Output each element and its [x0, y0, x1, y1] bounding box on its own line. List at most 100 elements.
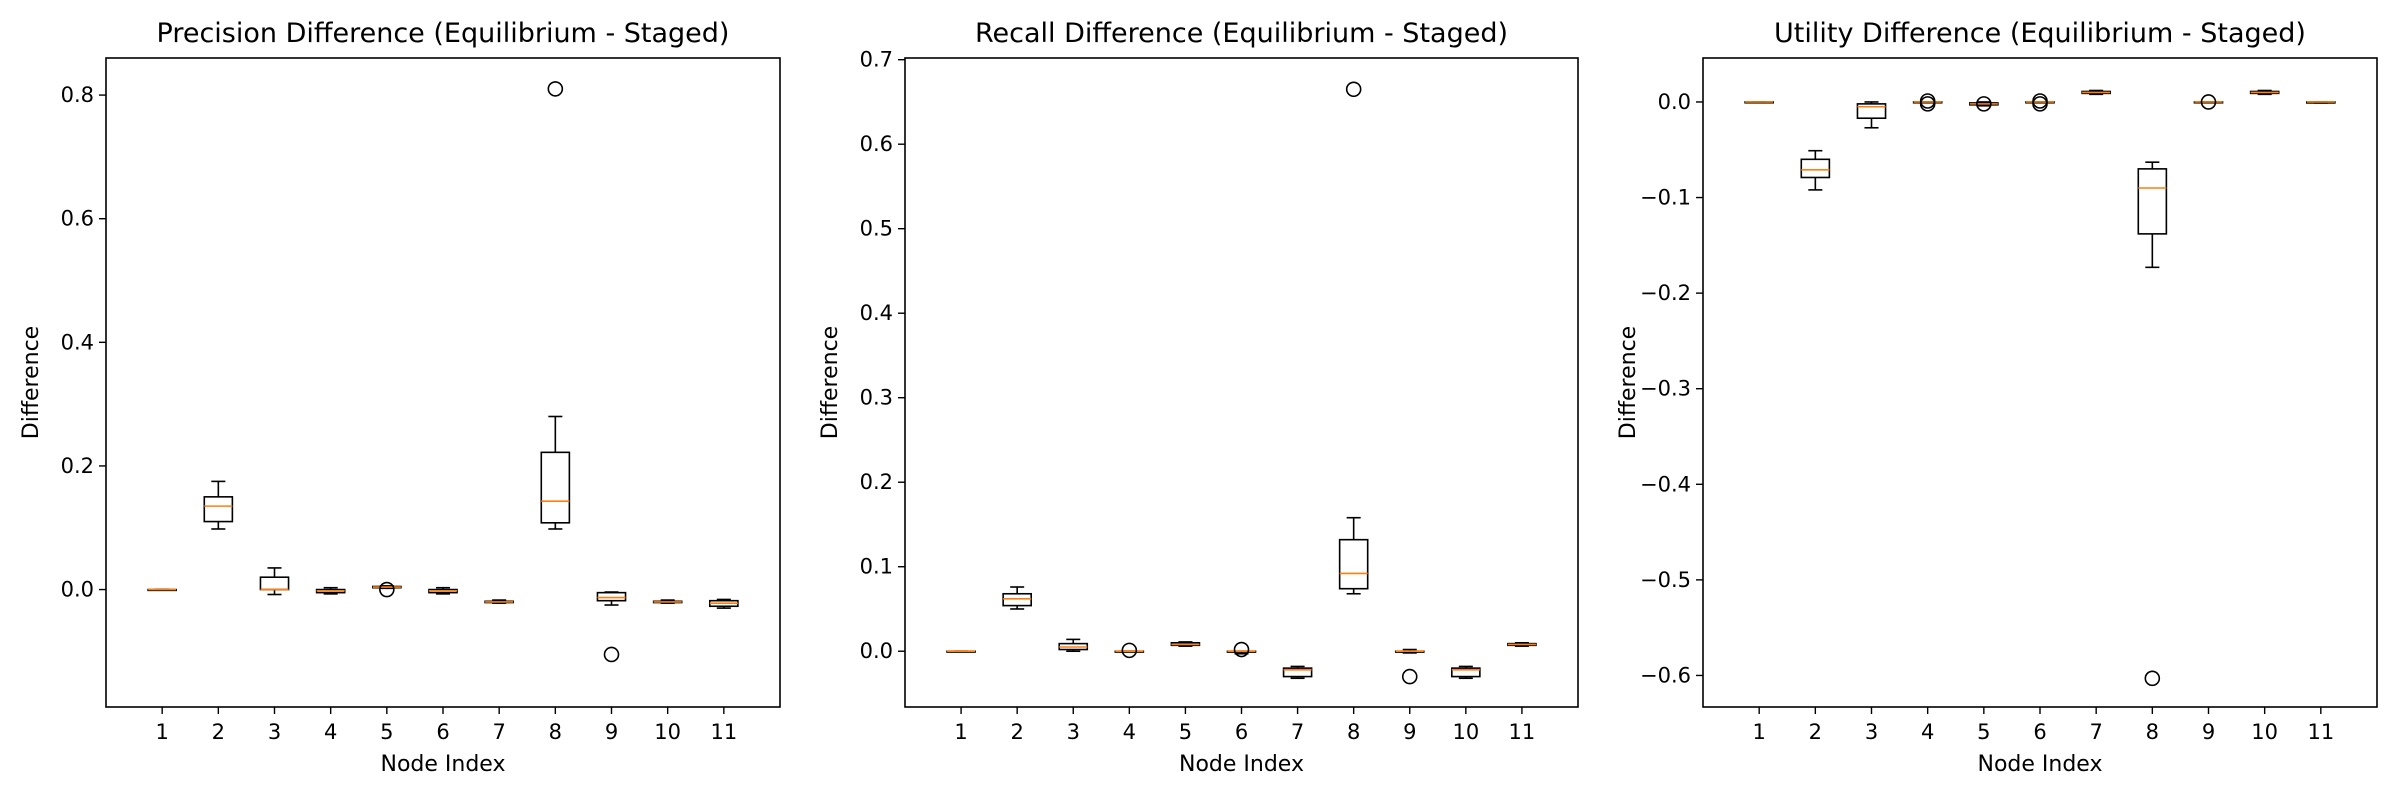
utility-box-node-9 [2193, 94, 2224, 110]
precision-box-node-9 [596, 591, 627, 663]
precision-xtick-label: 6 [436, 720, 449, 744]
iqr-box [1856, 103, 1887, 120]
utility-box-node-10 [2249, 89, 2280, 96]
precision-box-node-2 [203, 480, 234, 530]
precision-xtick-label: 3 [268, 720, 281, 744]
utility-xtick-label: 5 [1977, 720, 1990, 744]
utility-xtick-label: 3 [1865, 720, 1878, 744]
outlier-point [2144, 670, 2161, 687]
precision-box-node-3 [259, 567, 290, 596]
recall-ytick-label: 0.5 [860, 217, 893, 241]
precision-box-node-1 [147, 588, 178, 592]
recall-ytick-label: 0.6 [860, 132, 893, 156]
utility-ytick-label: −0.1 [1640, 186, 1691, 210]
recall-xtick-label: 8 [1347, 720, 1360, 744]
iqr-box [203, 496, 234, 523]
precision-xaxis-label: Node Index [381, 752, 506, 777]
recall-box-node-4 [1114, 642, 1145, 659]
precision-box-node-7 [484, 599, 515, 604]
precision-xtick-label: 10 [654, 720, 681, 744]
utility-ytick-label: −0.4 [1640, 472, 1691, 496]
precision-ytick-label: 0.0 [61, 578, 94, 602]
precision-ytick-label: 0.8 [61, 83, 94, 107]
utility-xtick-label: 8 [2146, 720, 2159, 744]
recall-chart-title: Recall Difference (Equilibrium - Staged) [975, 18, 1508, 49]
precision-box-node-6 [428, 586, 458, 595]
outlier-point [1919, 93, 1936, 109]
recall-box-node-3 [1058, 638, 1089, 653]
outlier-point [1345, 81, 1362, 98]
recall-ytick-label: 0.0 [860, 639, 893, 663]
iqr-box [596, 591, 627, 602]
precision-xtick-label: 1 [155, 720, 168, 744]
precision-xtick-label: 5 [380, 720, 393, 744]
iqr-box [1451, 667, 1481, 678]
precision-ytick-label: 0.6 [61, 207, 94, 231]
recall-xtick-label: 2 [1010, 720, 1023, 744]
utility-xtick-label: 2 [1809, 720, 1822, 744]
recall-xtick-label: 6 [1235, 720, 1248, 744]
utility-yaxis-label: Difference [1616, 326, 1641, 439]
utility-chart-title: Utility Difference (Equilibrium - Staged… [1774, 18, 2306, 49]
iqr-box [540, 451, 571, 524]
recall-box-node-1 [946, 650, 976, 653]
recall-box-node-7 [1282, 665, 1313, 680]
precision-box-node-10 [652, 599, 683, 604]
recall-yaxis-label: Difference [818, 326, 843, 439]
utility-box-node-8 [2137, 161, 2168, 687]
precision-chart-title: Precision Difference (Equilibrium - Stag… [157, 18, 730, 49]
precision-box-node-8 [540, 81, 571, 530]
utility-ytick-label: −0.2 [1640, 281, 1691, 305]
recall-ytick-label: 0.1 [860, 555, 893, 579]
precision-xtick-label: 4 [324, 720, 337, 744]
recall-xtick-label: 10 [1452, 720, 1479, 744]
recall-box-node-5 [1170, 641, 1201, 647]
utility-xtick-label: 4 [1921, 720, 1934, 744]
recall-box-node-11 [1507, 641, 1537, 647]
outlier-point [2032, 93, 2048, 109]
recall-xtick-label: 1 [954, 720, 967, 744]
utility-xtick-label: 9 [2202, 720, 2215, 744]
iqr-box [2137, 168, 2168, 235]
precision-ytick-label: 0.2 [61, 454, 94, 478]
utility-ytick-label: −0.5 [1640, 568, 1691, 592]
utility-ytick-label: −0.6 [1640, 663, 1691, 687]
precision-plot-frame [105, 57, 781, 708]
recall-chart-panel: Recall Difference (Equilibrium - Staged)… [818, 18, 1579, 777]
utility-box-node-11 [2305, 101, 2336, 104]
utility-box-node-4 [1912, 93, 1943, 112]
utility-xtick-label: 1 [1752, 720, 1765, 744]
precision-box-node-4 [315, 586, 346, 595]
utility-ytick-label: 0.0 [1658, 90, 1691, 114]
iqr-box [1338, 538, 1369, 590]
utility-box-node-7 [2081, 89, 2112, 96]
precision-box-node-5 [371, 581, 402, 598]
utility-xtick-label: 10 [2251, 720, 2278, 744]
recall-ytick-label: 0.2 [860, 470, 893, 494]
utility-plot-frame [1702, 57, 2378, 708]
recall-xtick-label: 7 [1291, 720, 1304, 744]
outlier-point [1401, 668, 1418, 685]
recall-box-node-2 [1002, 586, 1032, 610]
recall-xtick-label: 3 [1067, 720, 1080, 744]
precision-ytick-label: 0.4 [61, 330, 94, 354]
recall-plot-frame [904, 57, 1579, 708]
recall-xtick-label: 4 [1123, 720, 1136, 744]
precision-xtick-label: 8 [549, 720, 562, 744]
recall-xtick-label: 9 [1403, 720, 1416, 744]
utility-xaxis-label: Node Index [1978, 752, 2103, 777]
outlier-point [1233, 641, 1250, 658]
precision-xtick-label: 11 [710, 720, 737, 744]
recall-xtick-label: 5 [1179, 720, 1192, 744]
recall-ytick-label: 0.4 [860, 301, 893, 325]
precision-box-node-11 [708, 598, 739, 609]
precision-xtick-label: 7 [492, 720, 505, 744]
utility-box-node-2 [1800, 149, 1831, 191]
precision-xtick-label: 2 [212, 720, 225, 744]
recall-box-node-6 [1226, 641, 1257, 658]
recall-ytick-label: 0.3 [860, 386, 893, 410]
outlier-point [1121, 642, 1138, 659]
utility-box-node-5 [1968, 96, 1999, 112]
precision-chart-panel: Precision Difference (Equilibrium - Stag… [19, 18, 781, 777]
